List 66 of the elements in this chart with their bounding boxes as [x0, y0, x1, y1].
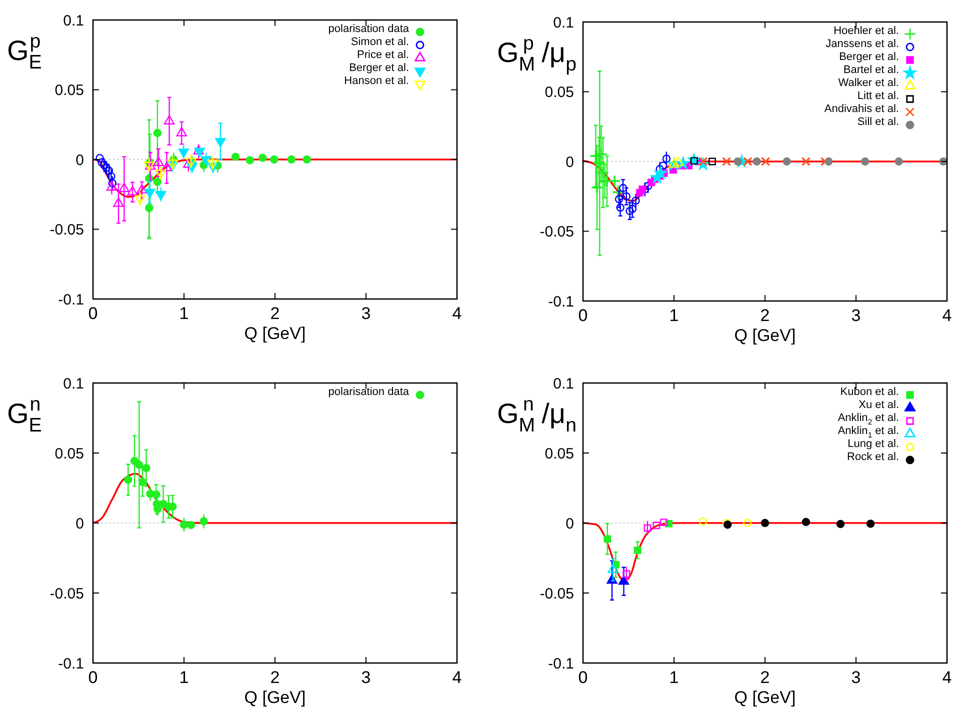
x-tick-label: 1 [179, 304, 189, 323]
x-axis-title: Q [GeV] [244, 324, 306, 343]
y-axis-title: G$_{M}$$^{n}$ /μ$_{n}$ [497, 393, 576, 436]
legend-label: Anklin$_{1}$ et al. [838, 425, 899, 440]
legend-label: Anklin$_{2}$ et al. [838, 412, 899, 426]
x-tick-label: 3 [851, 668, 861, 687]
y-tick-label: -0.05 [50, 585, 84, 602]
x-tick-label: 1 [669, 306, 679, 325]
legend-label: Bartel et al. [843, 64, 899, 76]
legend-label: Janssens et al. [826, 38, 899, 50]
x-tick-label: 1 [669, 668, 679, 687]
y-tick-label: 0.1 [63, 12, 84, 30]
y-tick-label: 0.05 [544, 445, 574, 462]
x-tick-label: 2 [270, 304, 280, 323]
legend-label: Berger et al. [349, 62, 409, 74]
y-tick-label: 0.1 [63, 375, 84, 392]
legend-label: Simon et al. [350, 36, 409, 48]
legend-label: polarisation data [328, 386, 410, 398]
y-tick-label: 0.05 [54, 82, 84, 99]
y-tick-label: 0 [566, 154, 574, 171]
legend-label: Hanson et al. [344, 75, 409, 87]
x-tick-label: 4 [452, 668, 462, 687]
y-tick-label: -0.05 [540, 585, 574, 602]
y-tick-label: 0 [76, 515, 84, 532]
y-tick-label: -0.05 [50, 222, 84, 238]
x-axis-title: Q [GeV] [734, 326, 796, 345]
legend-label: Price et al. [357, 49, 409, 61]
y-tick-label: -0.1 [58, 655, 84, 672]
x-tick-label: 2 [760, 668, 770, 687]
x-tick-label: 3 [851, 306, 861, 325]
y-tick-label: 0.1 [553, 375, 574, 392]
x-tick-label: 2 [760, 306, 770, 325]
x-tick-label: 0 [578, 668, 588, 687]
y-tick-label: 0.1 [553, 14, 574, 32]
y-tick-label: 0 [76, 152, 84, 169]
x-tick-label: 4 [452, 304, 462, 323]
x-tick-label: 4 [942, 306, 952, 325]
x-axis-title: Q [GeV] [244, 688, 306, 707]
y-tick-label: -0.1 [58, 291, 84, 308]
x-tick-label: 0 [88, 668, 98, 687]
legend-label: polarisation data [328, 23, 410, 35]
x-tick-label: 0 [88, 304, 98, 323]
y-tick-label: -0.05 [540, 224, 574, 240]
legend-label: Hoehler et al. [834, 25, 899, 37]
legend-label: Xu et al. [858, 399, 899, 411]
y-tick-label: -0.1 [548, 655, 574, 672]
legend-label: Sill et al. [857, 116, 899, 128]
x-axis-title: Q [GeV] [734, 688, 796, 707]
y-tick-label: 0.05 [544, 84, 574, 101]
legend-label: Lung et al. [848, 438, 899, 450]
legend-label: Berger et al. [839, 51, 899, 63]
legend-label: Rock et al. [847, 451, 899, 463]
y-tick-label: 0 [566, 515, 574, 532]
x-tick-label: 4 [942, 668, 952, 687]
legend-label: Andivahis et al. [824, 103, 899, 115]
x-tick-label: 2 [270, 668, 280, 687]
x-tick-label: 3 [361, 668, 371, 687]
x-tick-label: 3 [361, 304, 371, 323]
x-tick-label: 0 [578, 306, 588, 325]
y-tick-label: 0.05 [54, 445, 84, 462]
x-tick-label: 1 [179, 668, 189, 687]
legend-label: Walker et al. [838, 77, 899, 89]
legend-label: Litt et al. [857, 90, 899, 102]
y-tick-label: -0.1 [548, 293, 574, 310]
legend-label: Kubon et al. [840, 386, 899, 398]
y-axis-title: G$_{M}$$^{p}$ /μ$_{p}$ [497, 32, 577, 76]
